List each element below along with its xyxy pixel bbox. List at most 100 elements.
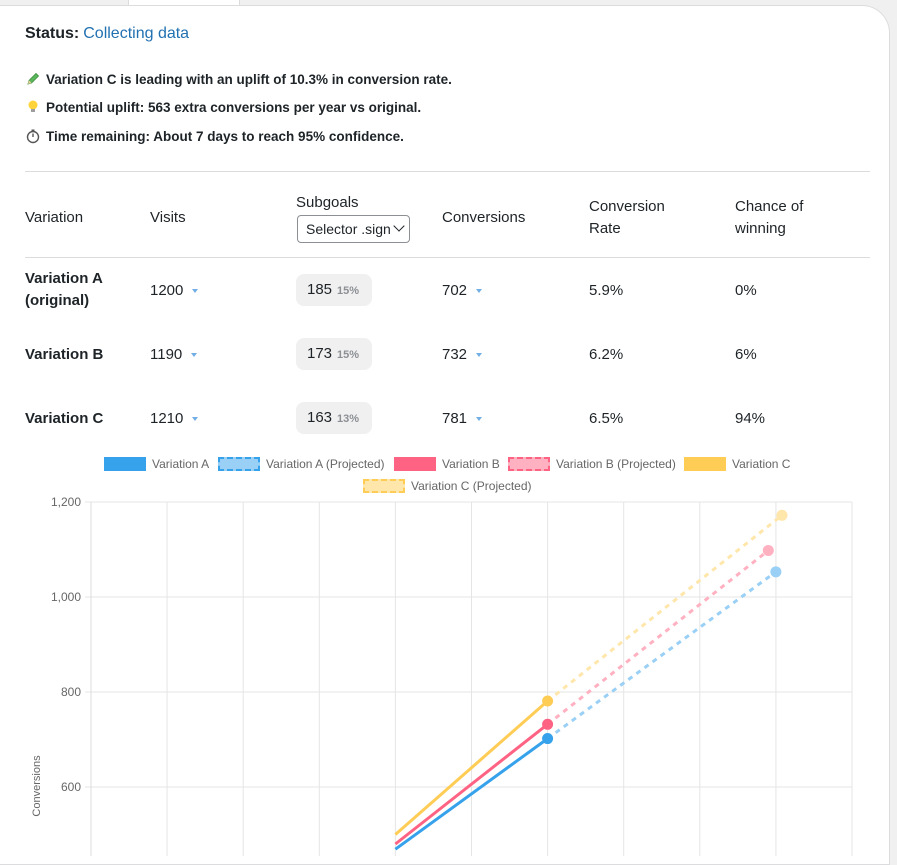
row-name-line1: Variation A: [25, 270, 103, 287]
status-line: Status: Collecting data: [25, 25, 189, 43]
series-line: [546, 570, 777, 740]
legend-item[interactable]: Variation B: [394, 457, 500, 471]
legend-label: Variation B (Projected): [556, 457, 676, 471]
caret-down-icon[interactable]: [192, 417, 199, 422]
legend-item[interactable]: Variation B (Projected): [508, 457, 676, 471]
data-point: [762, 544, 774, 556]
visits-value: 1190: [150, 346, 183, 363]
legend-label: Variation A: [152, 457, 210, 471]
status-label: Status:: [25, 25, 80, 42]
subgoal-pill: 185 15%: [296, 274, 372, 306]
subgoal-percent: 13%: [337, 413, 360, 425]
subgoal-value: 173: [307, 345, 333, 362]
chevron-down-icon: [393, 220, 405, 232]
legend-swatch: [508, 457, 550, 471]
legend-label: Variation C (Projected): [411, 479, 532, 493]
results-panel: [0, 5, 890, 865]
legend-label: Variation C: [732, 457, 791, 471]
row-chance: 94%: [735, 410, 766, 427]
header-conversion-rate-line1: Conversion: [589, 198, 665, 215]
data-point: [542, 695, 554, 707]
subgoal-pill: 163 13%: [296, 402, 372, 434]
legend-swatch: [684, 457, 726, 471]
row-visits[interactable]: 1200: [150, 282, 199, 299]
legend-label: Variation A (Projected): [266, 457, 385, 471]
header-divider: [25, 257, 870, 258]
data-point: [542, 718, 554, 730]
insight-time: Time remaining: About 7 days to reach 95…: [25, 128, 404, 144]
legend-swatch: [218, 457, 260, 471]
caret-down-icon[interactable]: [476, 353, 483, 358]
series-line: [394, 737, 549, 851]
conversions-chart: 600 800 1,000 1,200 Conversions: [31, 495, 853, 856]
visits-value: 1200: [150, 282, 184, 299]
header-chance: Chance of winning: [735, 196, 803, 240]
row-name: Variation A (original): [25, 268, 103, 312]
pencil-icon: [27, 72, 40, 85]
conversions-value: 702: [442, 282, 468, 299]
header-chance-line1: Chance of: [735, 198, 804, 215]
subgoal-select-value: Selector .signup: [306, 221, 390, 237]
series-line: [546, 514, 783, 703]
data-point: [776, 509, 788, 521]
y-tick-label: 800: [61, 685, 81, 699]
caret-down-icon[interactable]: [191, 353, 198, 358]
y-tick-label: 1,200: [51, 495, 81, 509]
caret-down-icon[interactable]: [192, 289, 199, 294]
data-point: [770, 566, 782, 578]
legend-item[interactable]: Variation C (Projected): [363, 479, 532, 493]
row-conversions[interactable]: 702: [442, 282, 483, 299]
data-point: [542, 733, 554, 745]
header-subgoals: Subgoals: [296, 194, 359, 211]
header-conversion-rate: Conversion Rate: [589, 196, 665, 240]
insight-text: Time remaining: About 7 days to reach 95…: [46, 128, 404, 144]
row-rate: 6.2%: [589, 346, 624, 363]
active-tab-edge: [128, 0, 240, 6]
status-value: Collecting data: [83, 25, 190, 42]
row-chance: 6%: [735, 346, 757, 363]
legend-label: Variation B: [442, 457, 500, 471]
row-rate: 5.9%: [589, 282, 624, 299]
insight-leading: Variation C is leading with an uplift of…: [25, 71, 452, 87]
row-conversions[interactable]: 732: [442, 346, 483, 363]
legend-item[interactable]: Variation A (Projected): [218, 457, 385, 471]
y-tick-label: 1,000: [51, 590, 81, 604]
caret-down-icon[interactable]: [476, 289, 483, 294]
caret-down-icon[interactable]: [476, 417, 483, 422]
legend-swatch: [363, 479, 405, 493]
row-name: Variation C: [25, 410, 104, 427]
row-chance: 0%: [735, 282, 757, 299]
conversions-value: 732: [442, 346, 468, 363]
visits-value: 1210: [150, 410, 184, 427]
subgoal-value: 185: [307, 281, 333, 298]
subgoal-pill: 173 15%: [296, 338, 372, 370]
row-conversions[interactable]: 781: [442, 410, 483, 427]
header-chance-line2: winning: [735, 220, 786, 237]
insight-text: Potential uplift: 563 extra conversions …: [46, 99, 422, 115]
series-line: [394, 699, 549, 836]
subgoal-percent: 15%: [337, 285, 360, 297]
row-visits[interactable]: 1190: [150, 346, 198, 363]
row-visits[interactable]: 1210: [150, 410, 199, 427]
subgoal-value: 163: [307, 409, 333, 426]
row-rate: 6.5%: [589, 410, 624, 427]
series-line: [546, 549, 770, 726]
lightbulb-icon: [28, 100, 38, 112]
legend-swatch: [104, 457, 146, 471]
legend-item[interactable]: Variation A: [104, 457, 209, 471]
y-axis-title: Conversions: [31, 755, 43, 817]
header-conversions: Conversions: [442, 209, 526, 226]
legend-item[interactable]: Variation C: [684, 457, 790, 471]
subgoal-select[interactable]: Selector .signup: [297, 215, 410, 243]
series-line: [394, 723, 549, 846]
conversions-value: 781: [442, 410, 468, 427]
stopwatch-icon: [26, 129, 40, 144]
divider: [25, 171, 870, 172]
subgoal-percent: 15%: [337, 349, 360, 361]
row-name: Variation B: [25, 346, 104, 363]
insight-text: Variation C is leading with an uplift of…: [46, 71, 452, 87]
legend-swatch: [394, 457, 436, 471]
header-variation: Variation: [25, 209, 84, 226]
header-conversion-rate-line2: Rate: [589, 220, 621, 237]
row-name-line2: (original): [25, 292, 90, 309]
